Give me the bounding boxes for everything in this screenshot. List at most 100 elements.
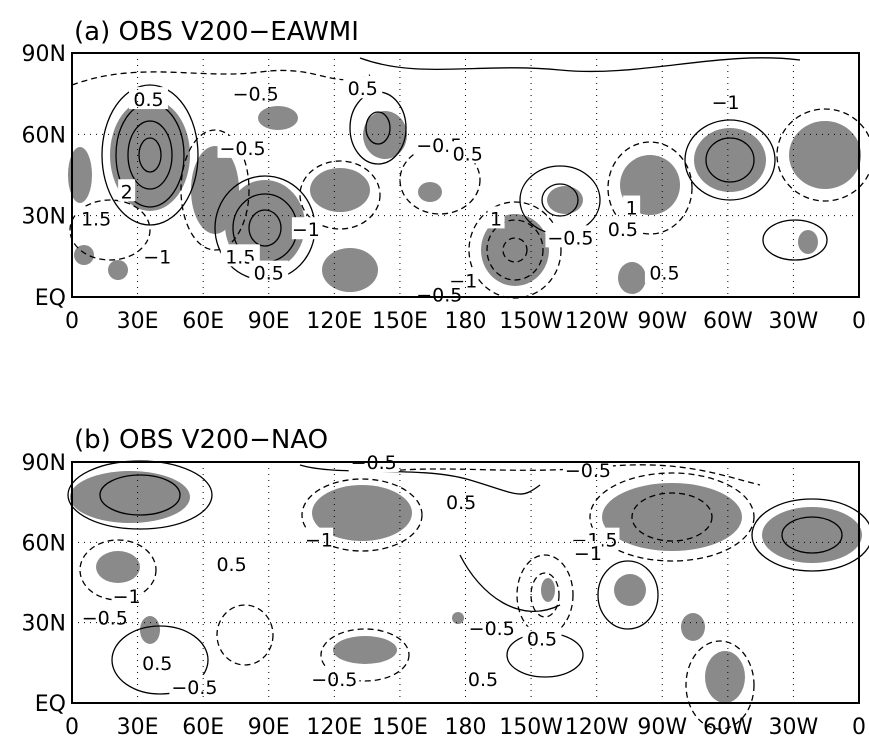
- contour-a-13: [705, 137, 755, 183]
- contour-label-a-11: 0.5: [254, 263, 284, 285]
- contour-label-a-17: 1: [626, 198, 638, 220]
- panel-b-frame: [71, 461, 860, 704]
- shade-a-7: [322, 248, 378, 292]
- shade-b-11: [681, 613, 705, 641]
- shade-a-16: [74, 245, 94, 265]
- contour-label-a-9: −1: [143, 246, 171, 268]
- shade-b-9: [333, 636, 397, 664]
- contour-label-a-12: −1: [292, 219, 320, 241]
- shade-b-12: [705, 651, 745, 703]
- shade-a-14: [789, 121, 861, 189]
- dashed-a-7: [776, 108, 869, 202]
- xtick-a-0: 0: [65, 309, 79, 334]
- contour-b-8: [299, 464, 541, 495]
- shade-a-8: [418, 182, 442, 202]
- xtick-b-0: 0: [65, 715, 79, 740]
- contour-label-b-1: −0.5: [565, 460, 611, 482]
- panel-b-chart: (b) OBS V200−NAO: [0, 405, 869, 740]
- contour-label-bg-a-11: [249, 260, 289, 283]
- contour-label-a-13: 1: [490, 208, 502, 230]
- ytick-b-30n: 30N: [22, 612, 66, 637]
- shade-a-9: [481, 214, 549, 286]
- shade-b-2: [312, 485, 412, 541]
- contour-label-bg-a-8: [76, 206, 116, 229]
- shade-a-6: [363, 111, 407, 159]
- panel-a-svg: (a) OBS V200−EAWMI: [22, 17, 869, 334]
- xtick-b-180: 180: [445, 715, 487, 740]
- contour-label-bg-a-9: [143, 244, 172, 267]
- shade-a-5: [310, 168, 370, 212]
- xtick-a-150w: 150W: [499, 309, 563, 334]
- shade-b-1: [70, 471, 190, 523]
- contour-label-b-10: 0.5: [527, 629, 557, 651]
- dashed-b-10: [389, 464, 761, 486]
- panel-b-yticks: EQ 30N 60N 90N: [22, 451, 66, 717]
- xtick-b-60e: 60E: [182, 715, 224, 740]
- contour-label-b-6: 0.5: [216, 554, 246, 576]
- ytick-b-60n: 60N: [22, 531, 66, 556]
- xtick-a-30e: 30E: [117, 309, 159, 334]
- contour-label-bg-a-1: [230, 81, 281, 104]
- contour-label-b-9: −0.5: [469, 618, 515, 640]
- contour-label-bg-a-18: [603, 217, 643, 240]
- contour-label-bg-b-14: [463, 666, 503, 689]
- contour-a-7: [248, 209, 282, 247]
- contour-label-bg-b-1: [562, 458, 613, 481]
- contour-a-15: [359, 57, 801, 73]
- dashed-a-5: [502, 237, 528, 263]
- contour-label-bg-b-13: [309, 666, 360, 689]
- shade-a-17: [108, 260, 128, 280]
- dashed-a-10: [71, 69, 371, 86]
- contour-label-a-0: 0.5: [133, 89, 163, 111]
- contour-a-9: [365, 111, 391, 145]
- panel-a-shading: [68, 99, 861, 294]
- xtick-b-90e: 90E: [248, 715, 290, 740]
- contour-label-b-11: 0.5: [142, 653, 172, 675]
- xtick-b-120e: 120E: [306, 715, 362, 740]
- contour-label-a-15: −0.5: [416, 284, 462, 306]
- contour-label-bg-a-2: [217, 135, 268, 158]
- xtick-a-90w: 90W: [637, 309, 687, 334]
- dashed-a-1: [180, 129, 250, 251]
- contour-label-a-5: 0.5: [453, 143, 483, 165]
- contour-label-a-10: 1.5: [225, 246, 255, 268]
- dashed-b-8: [320, 628, 410, 682]
- panel-b-dashed-contours: [79, 464, 761, 730]
- contour-b-3: [751, 498, 869, 572]
- contour-a-3: [127, 120, 173, 190]
- dashed-a-6: [607, 141, 693, 235]
- dashed-b-2: [589, 472, 755, 562]
- panel-a-title: (a) OBS V200−EAWMI: [74, 17, 359, 47]
- xtick-a-180: 180: [445, 309, 487, 334]
- panel-a-yticks: EQ 30N 60N 90N: [22, 42, 66, 311]
- contour-label-bg-b-6: [212, 551, 252, 574]
- dashed-b-1: [301, 478, 423, 552]
- xtick-b-120w: 120W: [565, 715, 629, 740]
- contour-b-9: [459, 554, 561, 612]
- shade-a-12: [618, 262, 646, 294]
- contour-label-bg-b-3: [305, 527, 334, 550]
- dashed-b-9: [685, 640, 755, 730]
- contour-label-a-6: −1: [712, 92, 740, 114]
- panel-b-shading: [70, 471, 862, 703]
- panel-b-labels: −0.5 −0.50.5−1 −1.5−10.5−1−0.5 −0.5 0.50.5−0…: [79, 450, 620, 699]
- shade-b-3: [602, 483, 742, 551]
- contour-label-bg-a-17: [623, 195, 641, 218]
- dashed-a-9: [69, 199, 151, 261]
- dashed-b-3: [631, 492, 713, 542]
- xtick-a-60e: 60E: [182, 309, 224, 334]
- contour-label-bg-a-5: [448, 141, 488, 164]
- xtick-b-0-end: 0: [852, 715, 866, 740]
- contour-label-bg-a-7: [118, 179, 136, 202]
- contour-label-bg-a-13: [487, 206, 505, 229]
- contour-b-4: [781, 516, 843, 554]
- shade-a-15: [68, 147, 92, 203]
- ytick-a-eq: EQ: [35, 286, 66, 311]
- xtick-a-120e: 120E: [306, 309, 362, 334]
- contour-label-bg-a-3: [343, 76, 383, 99]
- contour-label-b-5: −1: [574, 543, 602, 565]
- xtick-b-90w: 90W: [637, 715, 687, 740]
- xtick-a-30w: 30W: [769, 309, 819, 334]
- shade-a-13: [694, 128, 766, 192]
- contour-b-2: [99, 474, 181, 516]
